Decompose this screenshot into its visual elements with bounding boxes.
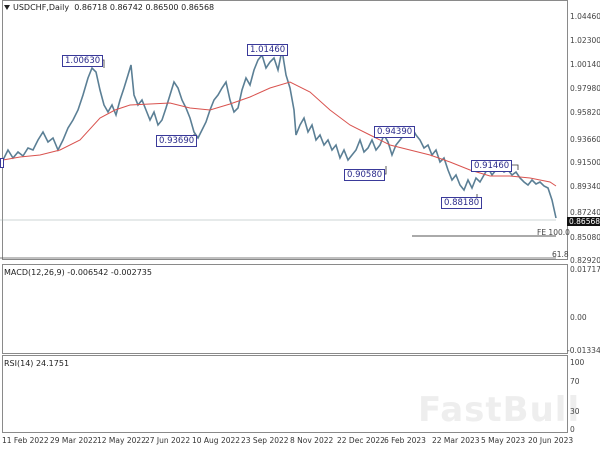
- macd-panel[interactable]: [2, 264, 568, 354]
- rsi-title: RSI(14) 24.1751: [4, 359, 70, 368]
- swing-label-5: 0.90580: [344, 169, 386, 181]
- swing-label-4: 0.94390: [374, 126, 416, 138]
- rsi-tick: 30: [570, 407, 580, 416]
- price-tick: 0.97980: [570, 84, 600, 93]
- date-label: 10 Aug 2022: [192, 436, 241, 445]
- price-tick: 0.89340: [570, 182, 600, 191]
- rsi-tick: 100: [570, 358, 585, 367]
- price-series: [2, 49, 557, 219]
- symbol-label: USDCHF,Daily: [13, 3, 70, 12]
- price-tick: 0.82920: [570, 256, 600, 265]
- swing-label-6: 0.91460: [471, 160, 513, 172]
- fib-61-8-label: 61.8: [552, 250, 569, 259]
- date-label: 12 May 2022: [97, 436, 146, 445]
- date-label: 8 Nov 2022: [290, 436, 334, 445]
- macd-title: MACD(12,26,9) -0.006542 -0.002735: [4, 268, 152, 277]
- date-label: 23 Sep 2022: [241, 436, 289, 445]
- price-tick: 1.04460: [570, 12, 600, 21]
- swing-label-1: 1.00630: [62, 55, 104, 67]
- date-label: 20 Jun 2023: [528, 436, 574, 445]
- current-price-tag: 0.86568: [567, 217, 600, 226]
- date-label: 6 Feb 2023: [384, 436, 426, 445]
- price-tick: 0.87240: [570, 208, 600, 217]
- rsi-tick: 0: [570, 425, 575, 434]
- ohlc-values: 0.86718 0.86742 0.86500 0.86568: [74, 3, 215, 12]
- date-label: 11 Feb 2022: [2, 436, 49, 445]
- left-edge-label: [0, 158, 4, 168]
- swing-label-3: 1.01460: [247, 44, 289, 56]
- price-tick: 1.02300: [570, 36, 600, 45]
- price-panel[interactable]: [2, 0, 568, 260]
- fe-100-label: FE 100.0: [537, 228, 570, 237]
- swing-label-7: 0.88180: [441, 197, 483, 209]
- price-tick: 0.93660: [570, 135, 600, 144]
- rsi-panel[interactable]: [2, 355, 568, 433]
- price-tick: 1.00140: [570, 60, 600, 69]
- macd-tick: 0.017176: [570, 265, 600, 274]
- date-label: 22 Dec 2022: [337, 436, 385, 445]
- macd-tick: 0.00: [570, 313, 587, 322]
- watermark: FastBull: [418, 390, 581, 430]
- date-label: 22 Mar 2023: [432, 436, 480, 445]
- price-tick: 0.91500: [570, 158, 600, 167]
- date-label: 27 Jun 2022: [145, 436, 191, 445]
- macd-tick: -0.01334: [567, 346, 600, 355]
- date-label: 5 May 2023: [481, 436, 526, 445]
- swing-label-2: 0.93690: [156, 135, 198, 147]
- chart-title: USDCHF,Daily 0.86718 0.86742 0.86500 0.8…: [4, 3, 214, 12]
- price-tick: 0.95820: [570, 108, 600, 117]
- dropdown-triangle-icon[interactable]: [4, 5, 10, 10]
- date-label: 29 Mar 2022: [50, 436, 98, 445]
- rsi-tick: 70: [570, 377, 580, 386]
- price-tick: 0.85080: [570, 233, 600, 242]
